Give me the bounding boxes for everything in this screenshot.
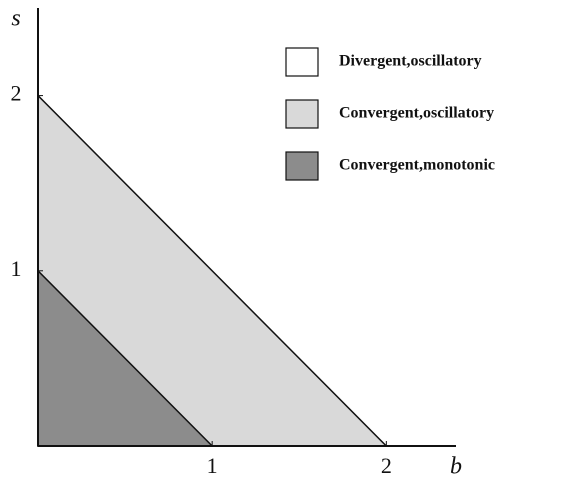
y-tick-label: 2 (11, 81, 22, 106)
x-tick-label: 1 (207, 453, 218, 478)
x-tick-label: 2 (381, 453, 392, 478)
y-tick-label: 1 (11, 256, 22, 281)
x-axis-label: b (450, 454, 462, 480)
y-axis-label: s (11, 6, 20, 32)
legend-swatch (285, 47, 319, 77)
legend-text: Divergent,oscillatory (339, 53, 482, 70)
legend-text: Convergent,monotonic (339, 157, 495, 174)
legend-swatch (285, 99, 319, 129)
legend-text: Convergent,oscillatory (339, 105, 494, 122)
legend-swatch (285, 151, 319, 181)
